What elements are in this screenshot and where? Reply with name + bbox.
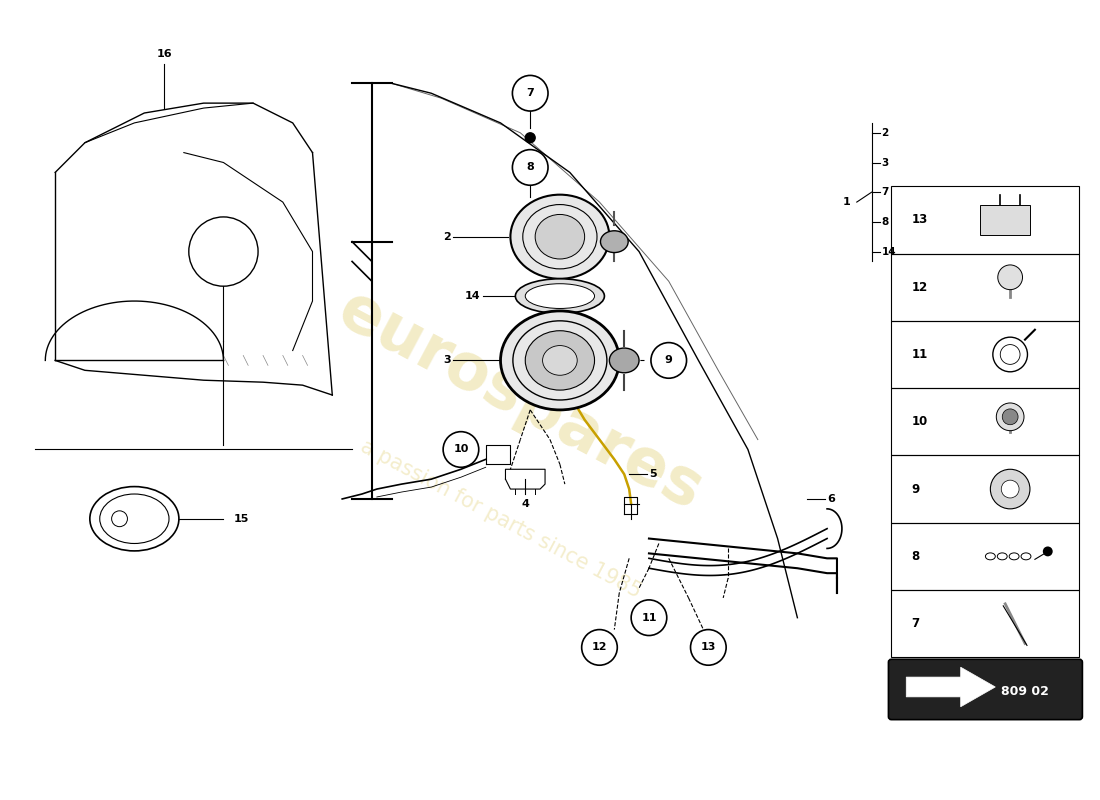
Circle shape [1002,409,1019,425]
Ellipse shape [609,348,639,373]
Ellipse shape [542,346,578,375]
Text: 809 02: 809 02 [1001,686,1049,698]
Text: 3: 3 [443,355,451,366]
Text: a passion for parts since 1985: a passion for parts since 1985 [356,436,645,602]
Bar [891,186,1079,254]
Circle shape [1043,546,1053,556]
Ellipse shape [601,230,628,253]
Circle shape [651,342,686,378]
Text: 1: 1 [843,197,850,207]
Text: 12: 12 [592,642,607,652]
Ellipse shape [990,470,1030,509]
Bar [891,522,1079,590]
Text: 5: 5 [649,470,657,479]
Ellipse shape [526,330,594,390]
Bar [891,321,1079,388]
Text: 4: 4 [521,499,529,509]
Text: 9: 9 [911,482,920,495]
FancyBboxPatch shape [889,659,1082,720]
Text: 10: 10 [911,415,927,428]
Text: 16: 16 [156,49,172,58]
Ellipse shape [510,194,609,278]
Bar [891,254,1079,321]
Circle shape [691,630,726,666]
Text: 3: 3 [881,158,889,167]
Text: 8: 8 [526,162,535,173]
Text: 14: 14 [881,246,896,257]
Text: 14: 14 [465,291,481,301]
Circle shape [513,150,548,186]
Text: 2: 2 [443,232,451,242]
Bar [891,388,1079,455]
Ellipse shape [1001,480,1019,498]
Circle shape [582,630,617,666]
Text: 15: 15 [233,514,249,524]
Text: 7: 7 [526,88,535,98]
Text: 12: 12 [911,281,927,294]
Ellipse shape [536,214,584,259]
Text: 7: 7 [911,617,920,630]
Text: eurospares: eurospares [328,278,713,522]
Circle shape [526,133,536,142]
Ellipse shape [516,278,604,314]
Text: 11: 11 [911,348,927,361]
Polygon shape [906,667,996,706]
Text: 13: 13 [911,214,927,226]
Text: 6: 6 [827,494,835,504]
Bar [891,590,1079,658]
Text: 13: 13 [701,642,716,652]
Text: 11: 11 [641,613,657,622]
Text: 7: 7 [881,187,889,197]
Bar [891,455,1079,522]
Text: 8: 8 [881,217,889,227]
Text: 8: 8 [911,550,920,563]
Text: 2: 2 [881,128,889,138]
Text: 10: 10 [453,445,469,454]
Bar [980,205,1030,234]
Ellipse shape [500,311,619,410]
Circle shape [443,432,478,467]
Ellipse shape [526,284,594,309]
Text: 9: 9 [664,355,673,366]
Circle shape [513,75,548,111]
Ellipse shape [998,265,1023,290]
Ellipse shape [997,403,1024,430]
Circle shape [631,600,667,635]
